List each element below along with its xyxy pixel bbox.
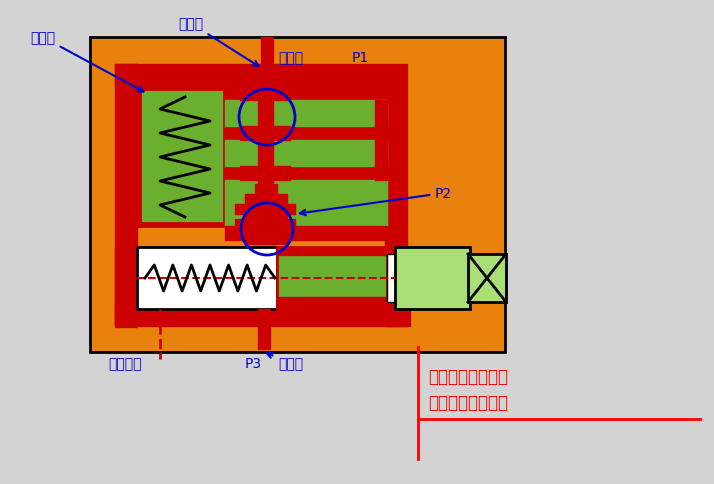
Text: P3: P3	[245, 356, 262, 370]
Text: 出油口: 出油口	[267, 353, 303, 370]
Bar	[225, 166, 387, 181]
Bar	[375, 141, 387, 181]
Bar	[261, 38, 273, 90]
Text: 进油口: 进油口	[278, 51, 303, 65]
Text: 节流口: 节流口	[30, 31, 144, 92]
Bar	[375, 101, 387, 141]
Bar	[115, 247, 137, 327]
Bar	[245, 195, 287, 244]
Bar	[385, 259, 407, 326]
Bar	[277, 247, 387, 309]
Bar	[277, 297, 387, 309]
Bar	[385, 65, 407, 259]
Bar	[90, 38, 505, 352]
Bar	[240, 87, 290, 101]
Bar	[258, 75, 273, 240]
Text: 当出口压力升高时: 当出口压力升高时	[428, 393, 508, 411]
Bar	[137, 247, 277, 309]
Bar	[255, 184, 277, 244]
Bar	[225, 101, 387, 127]
Bar	[137, 87, 385, 227]
Bar	[225, 127, 387, 141]
Bar	[240, 127, 290, 141]
Bar	[115, 65, 137, 324]
Bar	[277, 247, 387, 256]
Text: 减压口: 减压口	[178, 17, 258, 67]
Bar	[235, 205, 295, 214]
Bar	[387, 255, 395, 302]
Bar	[137, 87, 227, 227]
Bar	[235, 220, 295, 229]
Text: P2: P2	[300, 187, 452, 216]
Bar	[115, 304, 410, 326]
Bar	[225, 87, 387, 101]
Bar	[395, 247, 470, 309]
Bar	[468, 255, 506, 302]
Text: 泄露油口: 泄露油口	[108, 356, 141, 370]
Bar	[225, 141, 387, 166]
Bar	[140, 90, 224, 224]
Text: 当出口压力降底时: 当出口压力降底时	[428, 367, 508, 385]
Bar	[225, 181, 387, 227]
Bar	[115, 65, 385, 87]
Text: P1: P1	[352, 51, 369, 65]
Bar	[225, 227, 387, 241]
Bar	[258, 309, 270, 349]
Bar	[240, 166, 290, 181]
